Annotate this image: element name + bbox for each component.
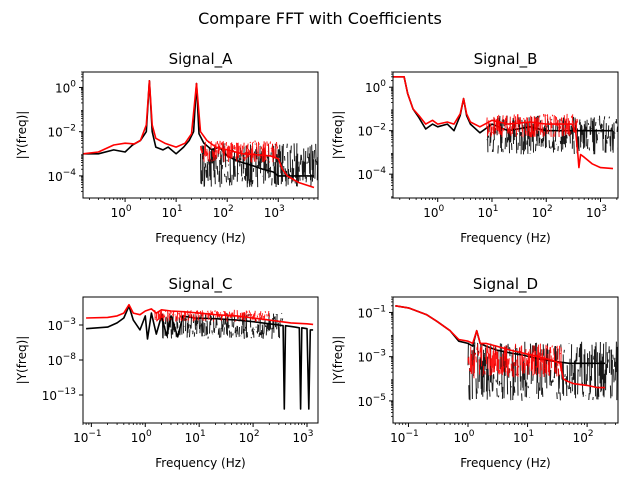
y-tick-label: 10−1 (357, 304, 386, 320)
x-tick-label: 100 (423, 204, 444, 220)
series-line-red (395, 305, 605, 389)
series-line-red (393, 76, 614, 170)
x-tick-label: 102 (239, 429, 260, 445)
x-tick-label: 101 (162, 204, 183, 220)
y-tick-label: 100 (365, 79, 386, 95)
x-tick-label: 100 (454, 429, 475, 445)
y-tick-label: 10−3 (47, 317, 76, 333)
y-axis-label: |Y(freq)| (15, 111, 29, 160)
x-tick-label: 100 (131, 429, 152, 445)
x-tick-label: 10−1 (73, 429, 102, 445)
figure-title: Compare FFT with Coefficients (198, 9, 442, 28)
x-tick-label: 101 (513, 429, 534, 445)
plot-area (393, 76, 618, 170)
y-tick-label: 10−4 (47, 168, 76, 184)
axes-frame (392, 71, 619, 199)
y-tick-label: 10−3 (357, 349, 386, 365)
y-tick-label: 100 (55, 79, 76, 95)
plot-area (395, 305, 618, 401)
subplot-grid: 100 101 102 103 100 10−2 10−4 Signal_A Frequency… (15, 50, 619, 470)
y-axis-label: |Y(freq)| (331, 111, 345, 160)
x-tick-label: 101 (185, 429, 206, 445)
x-axis-label: Frequency (Hz) (460, 456, 551, 470)
subplot-4: 10−1 100 101 102 10−1 10−3 10−5 Signal_D Frequen… (331, 275, 619, 470)
x-tick-label: 101 (477, 204, 498, 220)
series-noise-red (467, 343, 563, 379)
series-noise-red (200, 140, 279, 163)
x-tick-label: 102 (573, 429, 594, 445)
plot-area (86, 303, 314, 410)
y-tick-label: 10−5 (357, 393, 386, 409)
x-tick-label: 103 (586, 204, 607, 220)
x-tick-label: 103 (292, 429, 313, 445)
x-axis-label: Frequency (Hz) (460, 231, 551, 245)
y-tick-label: 10−2 (47, 124, 76, 140)
subplot-title: Signal_B (474, 50, 538, 69)
x-tick-label: 102 (213, 204, 234, 220)
subplot-1: 100 101 102 103 100 10−2 10−4 Signal_A Frequency… (15, 50, 319, 245)
subplot-3: 10−1 100 101 102 103 10−3 10−8 10−13 Signal_C Fre… (15, 275, 319, 470)
series-noise-red (486, 113, 578, 138)
x-tick-label: 103 (264, 204, 285, 220)
y-tick-label: 10−13 (42, 387, 76, 403)
x-tick-label: 10−1 (390, 429, 419, 445)
x-axis-label: Frequency (Hz) (155, 231, 246, 245)
subplot-title: Signal_A (169, 50, 234, 69)
subplot-title: Signal_C (168, 275, 232, 294)
y-axis-label: |Y(freq)| (15, 336, 29, 385)
subplot-2: 100 101 102 103 100 10−2 10−4 Signal_B Frequency… (331, 50, 619, 245)
series-noise-red (154, 309, 271, 322)
x-tick-label: 100 (111, 204, 132, 220)
x-axis-label: Frequency (Hz) (155, 456, 246, 470)
y-tick-label: 10−8 (47, 352, 76, 368)
y-tick-label: 10−4 (357, 166, 386, 182)
y-axis-label: |Y(freq)| (331, 336, 345, 385)
subplot-title: Signal_D (473, 275, 538, 294)
y-tick-label: 10−2 (357, 123, 386, 139)
plot-area (83, 80, 318, 189)
x-tick-label: 102 (532, 204, 553, 220)
